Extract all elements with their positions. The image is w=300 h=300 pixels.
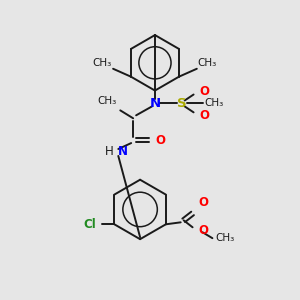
Text: N: N [149, 97, 161, 110]
Text: Cl: Cl [84, 218, 97, 231]
Text: CH₃: CH₃ [205, 98, 224, 108]
Text: O: O [199, 224, 208, 237]
Text: N: N [118, 146, 128, 158]
Text: O: O [200, 109, 209, 122]
Text: S: S [177, 97, 187, 110]
Text: O: O [155, 134, 165, 147]
Text: O: O [199, 196, 208, 209]
Text: O: O [200, 85, 209, 98]
Text: CH₃: CH₃ [97, 96, 116, 106]
Text: CH₃: CH₃ [198, 58, 217, 68]
Text: H: H [105, 146, 113, 158]
Text: CH₃: CH₃ [215, 233, 235, 243]
Text: CH₃: CH₃ [93, 58, 112, 68]
